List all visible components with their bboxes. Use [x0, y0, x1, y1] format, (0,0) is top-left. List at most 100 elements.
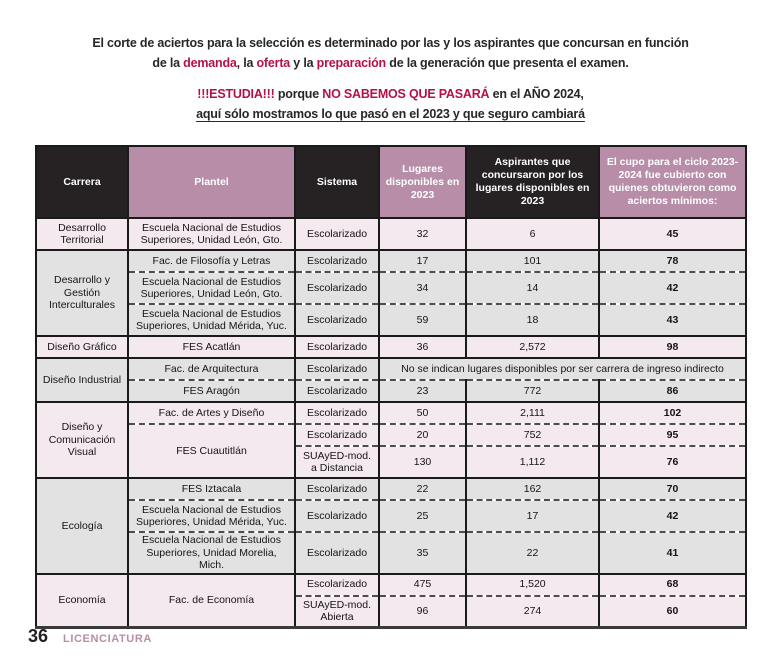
- column-header-lugares: Lugares disponibles en 2023: [378, 146, 467, 219]
- plantel-cell: Escuela Nacional de Estudios Superiores,…: [127, 271, 296, 304]
- warning-seg: porque: [274, 87, 323, 101]
- lugares-cell: 32: [378, 217, 467, 250]
- career-cell: Economía: [35, 572, 129, 628]
- table-row: Escuela Nacional de Estudios Superiores,…: [36, 303, 747, 336]
- career-cell: Desarrollo Territorial: [35, 217, 129, 250]
- plantel-cell: FES Acatlán: [127, 335, 296, 358]
- aspirantes-cell: 752: [465, 423, 600, 446]
- intro-seg: de la: [152, 56, 184, 70]
- career-cell: Diseño y Comunicación Visual: [35, 401, 129, 478]
- emphasis-estudia: !!!ESTUDIA!!!: [197, 87, 275, 101]
- note-cell: No se indican lugares disponibles por se…: [378, 357, 747, 380]
- plantel-cell: Fac. de Arquitectura: [127, 357, 296, 380]
- cupo-cell: 102: [598, 401, 747, 424]
- lugares-cell: 130: [378, 445, 467, 478]
- aspirantes-cell: 6: [465, 217, 600, 250]
- plantel-cell: FES Aragón: [127, 379, 296, 402]
- sistema-cell: Escolarizado: [294, 271, 380, 304]
- lugares-cell: 25: [378, 499, 467, 532]
- cupo-cell: 98: [598, 335, 747, 358]
- career-cell: Diseño Industrial: [35, 357, 129, 402]
- aspirantes-cell: 14: [465, 271, 600, 304]
- cupo-cell: 68: [598, 572, 747, 596]
- column-header-plantel: Plantel: [127, 146, 296, 219]
- sistema-cell: Escolarizado: [294, 303, 380, 336]
- plantel-cell: Fac. de Filosofía y Letras: [127, 249, 296, 272]
- page-number: 36: [28, 626, 49, 646]
- aspirantes-cell: 2,111: [465, 401, 600, 424]
- sistema-cell: Escolarizado: [294, 531, 380, 574]
- lugares-cell: 17: [378, 249, 467, 272]
- sistema-cell: Escolarizado: [294, 572, 380, 596]
- column-header-aspirantes: Aspirantes que concursaron por los lugar…: [465, 146, 600, 219]
- aspirantes-cell: 101: [465, 249, 600, 272]
- table-row: Diseño Industrial Fac. de Arquitectura E…: [35, 357, 747, 402]
- intro-seg: de la generación que presenta el examen.: [386, 56, 629, 70]
- plantel-cell: Escuela Nacional de Estudios Superiores,…: [127, 217, 296, 250]
- sistema-cell: SUAyED-mod. Abierta: [294, 594, 380, 628]
- emphasis-preparacion: preparación: [316, 56, 387, 70]
- cupo-cell: 60: [598, 594, 747, 628]
- intro-line1: El corte de aciertos para la selección e…: [92, 36, 689, 50]
- sistema-cell: Escolarizado: [294, 401, 380, 424]
- cupo-cell: 95: [598, 423, 747, 446]
- lugares-cell: 34: [378, 271, 467, 304]
- aspirantes-cell: 772: [465, 379, 600, 402]
- sistema-cell: Escolarizado: [294, 499, 380, 532]
- sistema-cell: Escolarizado: [294, 249, 380, 272]
- plantel-cell: Fac. de Artes y Diseño: [127, 401, 296, 424]
- intro-block: El corte de aciertos para la selección e…: [0, 0, 781, 124]
- cupo-cell: 70: [598, 477, 747, 500]
- plantel-cell: Escuela Nacional de Estudios Superiores,…: [127, 531, 296, 574]
- aspirantes-cell: 274: [465, 594, 600, 628]
- table-row: Desarrollo Territorial Escuela Nacional …: [35, 217, 747, 250]
- aspirantes-cell: 2,572: [465, 335, 600, 358]
- table-row: Escuela Nacional de Estudios Superiores,…: [36, 499, 747, 532]
- emphasis-demanda: demanda: [183, 56, 237, 70]
- table-row: SUAyED-mod. Abierta 96 274 60: [36, 594, 747, 628]
- lugares-cell: 50: [378, 401, 467, 424]
- study-warning: !!!ESTUDIA!!! porque NO SABEMOS QUE PASA…: [0, 84, 781, 124]
- admissions-table: Carrera Plantel Sistema Lugares disponib…: [35, 145, 747, 629]
- plantel-cell: Escuela Nacional de Estudios Superiores,…: [127, 303, 296, 336]
- lugares-cell: 22: [378, 477, 467, 500]
- table-row: Escuela Nacional de Estudios Superiores,…: [36, 531, 747, 574]
- lugares-cell: 475: [378, 572, 467, 596]
- table-row: Ecología FES Iztacala Escolarizado 22 16…: [35, 477, 747, 574]
- cupo-cell: 42: [598, 499, 747, 532]
- plantel-cell: FES Iztacala: [127, 477, 296, 500]
- warning-underlined-line: aquí sólo mostramos lo que pasó en el 20…: [196, 107, 585, 121]
- lugares-cell: 36: [378, 335, 467, 358]
- aspirantes-cell: 17: [465, 499, 600, 532]
- sistema-cell: SUAyED-mod. a Distancia: [294, 445, 380, 478]
- sistema-cell: Escolarizado: [294, 335, 380, 358]
- aspirantes-cell: 1,520: [465, 572, 600, 596]
- career-cell: Diseño Gráfico: [35, 335, 129, 358]
- career-cell: Desarrollo y Gestión Interculturales: [35, 249, 129, 336]
- table-row: Escuela Nacional de Estudios Superiores,…: [36, 271, 747, 304]
- career-cell: Ecología: [35, 477, 129, 574]
- table-header-row: Carrera Plantel Sistema Lugares disponib…: [35, 146, 747, 219]
- emphasis-oferta: oferta: [256, 56, 291, 70]
- lugares-cell: 23: [378, 379, 467, 402]
- column-header-cupo: El cupo para el ciclo 2023-2024 fue cubi…: [598, 146, 747, 219]
- plantel-cell: FES Cuautitlán: [127, 423, 296, 478]
- plantel-cell: Fac. de Economía: [127, 572, 296, 628]
- aspirantes-cell: 18: [465, 303, 600, 336]
- cupo-cell: 45: [598, 217, 747, 250]
- table-row: Desarrollo y Gestión Interculturales Fac…: [35, 249, 747, 336]
- aspirantes-cell: 1,112: [465, 445, 600, 478]
- intro-seg: y la: [290, 56, 317, 70]
- aspirantes-cell: 162: [465, 477, 600, 500]
- sistema-cell: Escolarizado: [294, 423, 380, 446]
- cupo-cell: 43: [598, 303, 747, 336]
- table-row: FES Aragón Escolarizado 23 772 86: [36, 379, 747, 402]
- table-row: SUAyED-mod. a Distancia 130 1,112 76: [36, 445, 747, 478]
- sistema-cell: Escolarizado: [294, 477, 380, 500]
- column-header-sistema: Sistema: [294, 146, 380, 219]
- table-row: Diseño y Comunicación Visual Fac. de Art…: [35, 401, 747, 478]
- lugares-cell: 35: [378, 531, 467, 574]
- warning-seg: en el AÑO 2024,: [489, 87, 584, 101]
- section-label: LICENCIATURA: [63, 633, 152, 645]
- cupo-cell: 41: [598, 531, 747, 574]
